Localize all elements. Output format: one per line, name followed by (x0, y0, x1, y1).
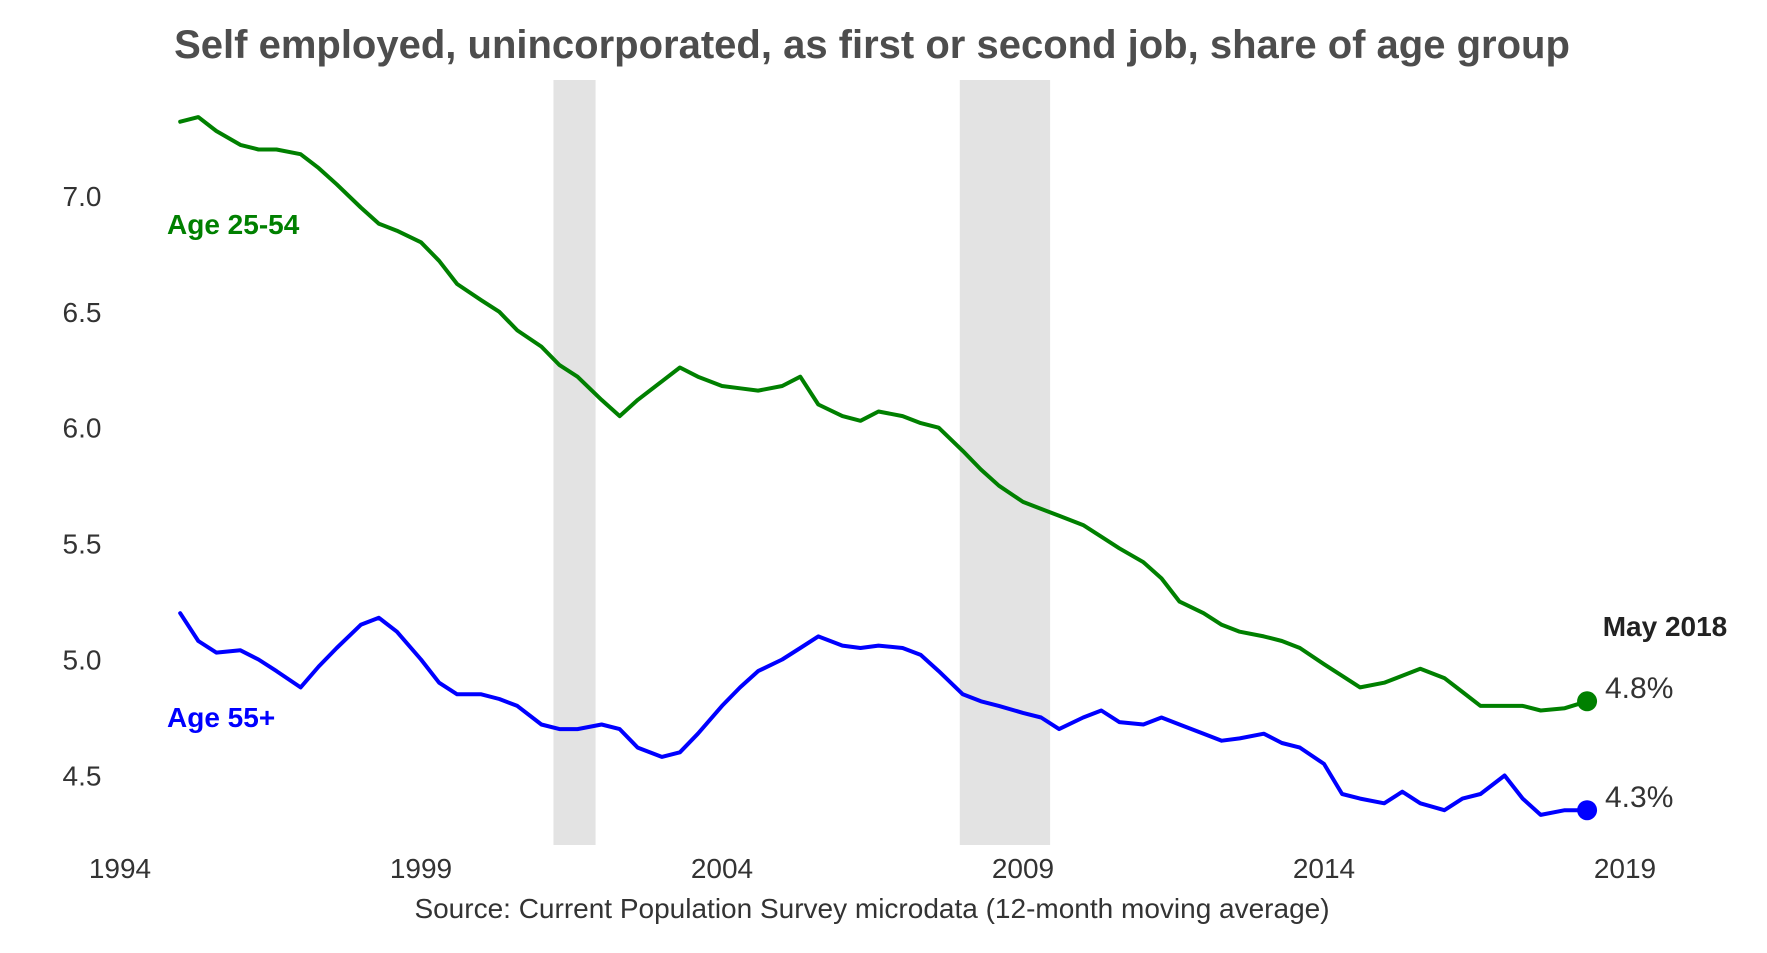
series-lines (178, 115, 1598, 821)
x-tick-label: 1999 (390, 853, 452, 884)
chart-title: Self employed, unincorporated, as first … (174, 23, 1570, 67)
latest-date-label: May 2018 (1603, 611, 1728, 642)
end-value-age-55-plus: 4.3% (1605, 781, 1673, 814)
end-value-age-25-54: 4.8% (1605, 672, 1673, 705)
end-marker-age-55-plus (1577, 800, 1598, 821)
end-marker-age-25-54 (1577, 691, 1598, 712)
series-label-age-25-54: Age 25-54 (167, 209, 300, 240)
y-tick-label: 6.5 (63, 297, 102, 328)
y-tick-label: 7.0 (63, 181, 102, 212)
series-label-age-55-plus: Age 55+ (167, 702, 275, 733)
y-tick-label: 4.5 (63, 760, 102, 791)
x-axis-ticks: 1994 1999 2004 2009 2014 2019 (89, 853, 1656, 884)
y-tick-label: 5.5 (63, 529, 102, 560)
x-tick-label: 2019 (1594, 853, 1656, 884)
y-tick-label: 6.0 (63, 413, 102, 444)
x-tick-label: 1994 (89, 853, 151, 884)
x-tick-label: 2004 (691, 853, 753, 884)
y-tick-label: 5.0 (63, 645, 102, 676)
series-line-age-25-54 (178, 115, 1590, 713)
recession-band-1 (553, 80, 596, 845)
y-axis-ticks: 4.5 5.0 5.5 6.0 6.5 7.0 (63, 181, 102, 792)
series-line-age-55-plus (178, 611, 1590, 817)
x-tick-label: 2009 (992, 853, 1054, 884)
source-note: Source: Current Population Survey microd… (414, 893, 1329, 924)
x-tick-label: 2014 (1293, 853, 1355, 884)
